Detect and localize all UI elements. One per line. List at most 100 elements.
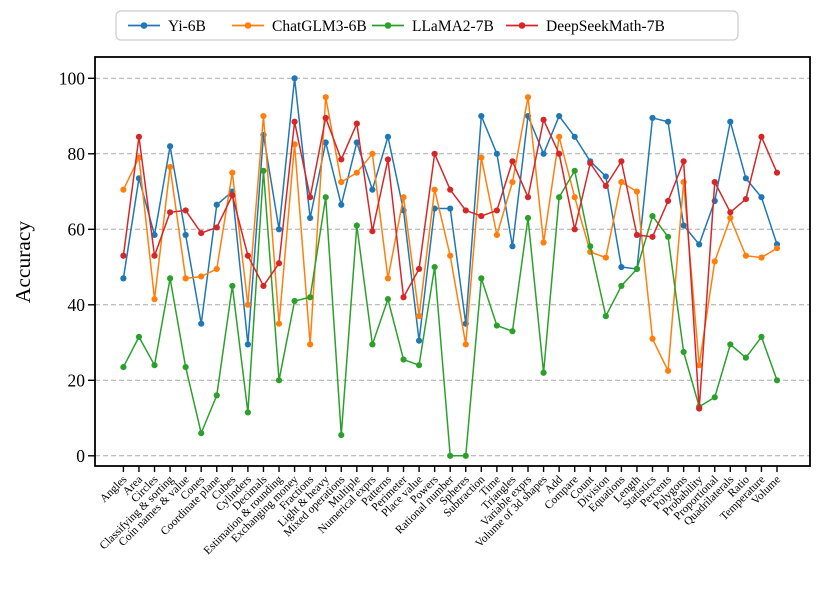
- series-point-ChatGLM3-6B: [618, 179, 625, 186]
- series-point-LLaMA2-7B: [540, 369, 547, 376]
- y-axis-label: Accuracy: [11, 221, 35, 304]
- series-point-DeepSeekMath-7B: [338, 156, 345, 163]
- legend-marker-dot-Yi-6B: [140, 22, 148, 29]
- series-point-LLaMA2-7B: [742, 354, 749, 361]
- series-point-DeepSeekMath-7B: [244, 252, 251, 259]
- series-point-ChatGLM3-6B: [166, 163, 174, 171]
- series-point-ChatGLM3-6B: [182, 275, 189, 282]
- legend-label-ChatGLM3-6B: ChatGLM3-6B: [272, 18, 367, 35]
- series-point-Yi-6B: [509, 243, 516, 250]
- series-point-Yi-6B: [291, 75, 298, 82]
- y-tick-label: 60: [68, 219, 86, 239]
- series-point-LLaMA2-7B: [151, 362, 158, 369]
- series-point-DeepSeekMath-7B: [369, 228, 376, 235]
- series-point-ChatGLM3-6B: [260, 112, 267, 120]
- series-point-ChatGLM3-6B: [415, 313, 423, 320]
- series-point-LLaMA2-7B: [618, 282, 625, 290]
- series-point-LLaMA2-7B: [244, 409, 251, 416]
- series-point-ChatGLM3-6B: [696, 362, 703, 369]
- series-point-DeepSeekMath-7B: [151, 252, 158, 259]
- series-point-Yi-6B: [338, 201, 345, 208]
- y-tick-label: 0: [76, 446, 85, 466]
- series-point-LLaMA2-7B: [524, 214, 532, 222]
- series-point-DeepSeekMath-7B: [664, 197, 672, 205]
- series-point-DeepSeekMath-7B: [618, 158, 625, 165]
- series-point-DeepSeekMath-7B: [182, 207, 189, 214]
- series-point-ChatGLM3-6B: [151, 296, 158, 303]
- series-point-LLaMA2-7B: [462, 452, 469, 459]
- series-point-DeepSeekMath-7B: [400, 294, 407, 301]
- series-point-LLaMA2-7B: [773, 377, 781, 384]
- series-point-Yi-6B: [447, 205, 454, 212]
- series-point-DeepSeekMath-7B: [135, 133, 143, 140]
- series-point-ChatGLM3-6B: [509, 179, 516, 186]
- series-point-ChatGLM3-6B: [493, 231, 500, 239]
- series-point-DeepSeekMath-7B: [213, 224, 220, 231]
- series-point-Yi-6B: [120, 275, 127, 282]
- series-point-Yi-6B: [602, 173, 609, 180]
- series-point-LLaMA2-7B: [509, 328, 516, 335]
- series-point-LLaMA2-7B: [291, 297, 298, 305]
- series-point-DeepSeekMath-7B: [478, 212, 485, 220]
- legend-label-LLaMA2-7B: LLaMA2-7B: [412, 18, 494, 35]
- legend-marker-dot-DeepSeekMath-7B: [518, 22, 526, 29]
- series-point-DeepSeekMath-7B: [120, 252, 127, 259]
- series-point-Yi-6B: [540, 150, 547, 157]
- series-point-DeepSeekMath-7B: [711, 179, 718, 186]
- legend-marker-dot-LLaMA2-7B: [384, 22, 392, 29]
- series-point-LLaMA2-7B: [758, 333, 765, 340]
- series-point-ChatGLM3-6B: [633, 188, 641, 195]
- series-point-LLaMA2-7B: [415, 362, 423, 369]
- series-point-LLaMA2-7B: [400, 356, 407, 363]
- series-point-LLaMA2-7B: [602, 313, 609, 320]
- series-point-ChatGLM3-6B: [742, 252, 749, 259]
- series-point-LLaMA2-7B: [275, 377, 283, 384]
- series-point-LLaMA2-7B: [431, 263, 438, 271]
- series-line-ChatGLM3-6B: [122, 96, 778, 372]
- series-point-LLaMA2-7B: [478, 275, 485, 282]
- series-point-Yi-6B: [151, 231, 158, 239]
- series-point-ChatGLM3-6B: [478, 154, 485, 161]
- series-point-Yi-6B: [649, 114, 656, 122]
- series-point-DeepSeekMath-7B: [447, 186, 454, 193]
- series-point-LLaMA2-7B: [135, 333, 143, 340]
- series-point-Yi-6B: [556, 112, 563, 120]
- series-point-ChatGLM3-6B: [571, 194, 578, 201]
- series-point-ChatGLM3-6B: [758, 254, 765, 261]
- series-point-ChatGLM3-6B: [462, 341, 469, 348]
- series-point-LLaMA2-7B: [556, 194, 563, 201]
- y-tick-label: 80: [68, 144, 86, 164]
- series-point-LLaMA2-7B: [447, 452, 454, 459]
- series-point-ChatGLM3-6B: [556, 133, 563, 140]
- series-point-ChatGLM3-6B: [369, 150, 376, 157]
- series-point-ChatGLM3-6B: [275, 320, 283, 327]
- series-point-DeepSeekMath-7B: [415, 265, 423, 273]
- series-point-DeepSeekMath-7B: [758, 133, 765, 140]
- series-point-Yi-6B: [664, 118, 672, 125]
- series-point-LLaMA2-7B: [711, 394, 718, 401]
- series-point-DeepSeekMath-7B: [431, 150, 438, 157]
- series-point-DeepSeekMath-7B: [587, 160, 594, 167]
- legend-label-DeepSeekMath-7B: DeepSeekMath-7B: [546, 18, 665, 35]
- series-point-LLaMA2-7B: [353, 222, 360, 229]
- series-point-DeepSeekMath-7B: [571, 226, 578, 233]
- series-point-LLaMA2-7B: [680, 348, 687, 356]
- y-tick-label: 40: [68, 295, 86, 315]
- series-point-DeepSeekMath-7B: [602, 182, 609, 189]
- series-point-DeepSeekMath-7B: [322, 114, 329, 122]
- series-point-DeepSeekMath-7B: [307, 194, 314, 201]
- series-point-DeepSeekMath-7B: [509, 158, 516, 165]
- series-point-Yi-6B: [353, 139, 360, 146]
- series-point-ChatGLM3-6B: [773, 245, 781, 252]
- series-point-Yi-6B: [742, 175, 749, 182]
- series-point-DeepSeekMath-7B: [524, 194, 532, 201]
- series-point-LLaMA2-7B: [587, 243, 594, 250]
- series-point-DeepSeekMath-7B: [633, 231, 641, 239]
- series-point-LLaMA2-7B: [493, 322, 500, 329]
- series-point-Yi-6B: [182, 231, 189, 239]
- series-point-LLaMA2-7B: [571, 167, 578, 174]
- series-point-LLaMA2-7B: [633, 265, 641, 273]
- series-point-ChatGLM3-6B: [431, 186, 438, 193]
- series-point-DeepSeekMath-7B: [384, 156, 392, 163]
- series-point-LLaMA2-7B: [120, 363, 127, 371]
